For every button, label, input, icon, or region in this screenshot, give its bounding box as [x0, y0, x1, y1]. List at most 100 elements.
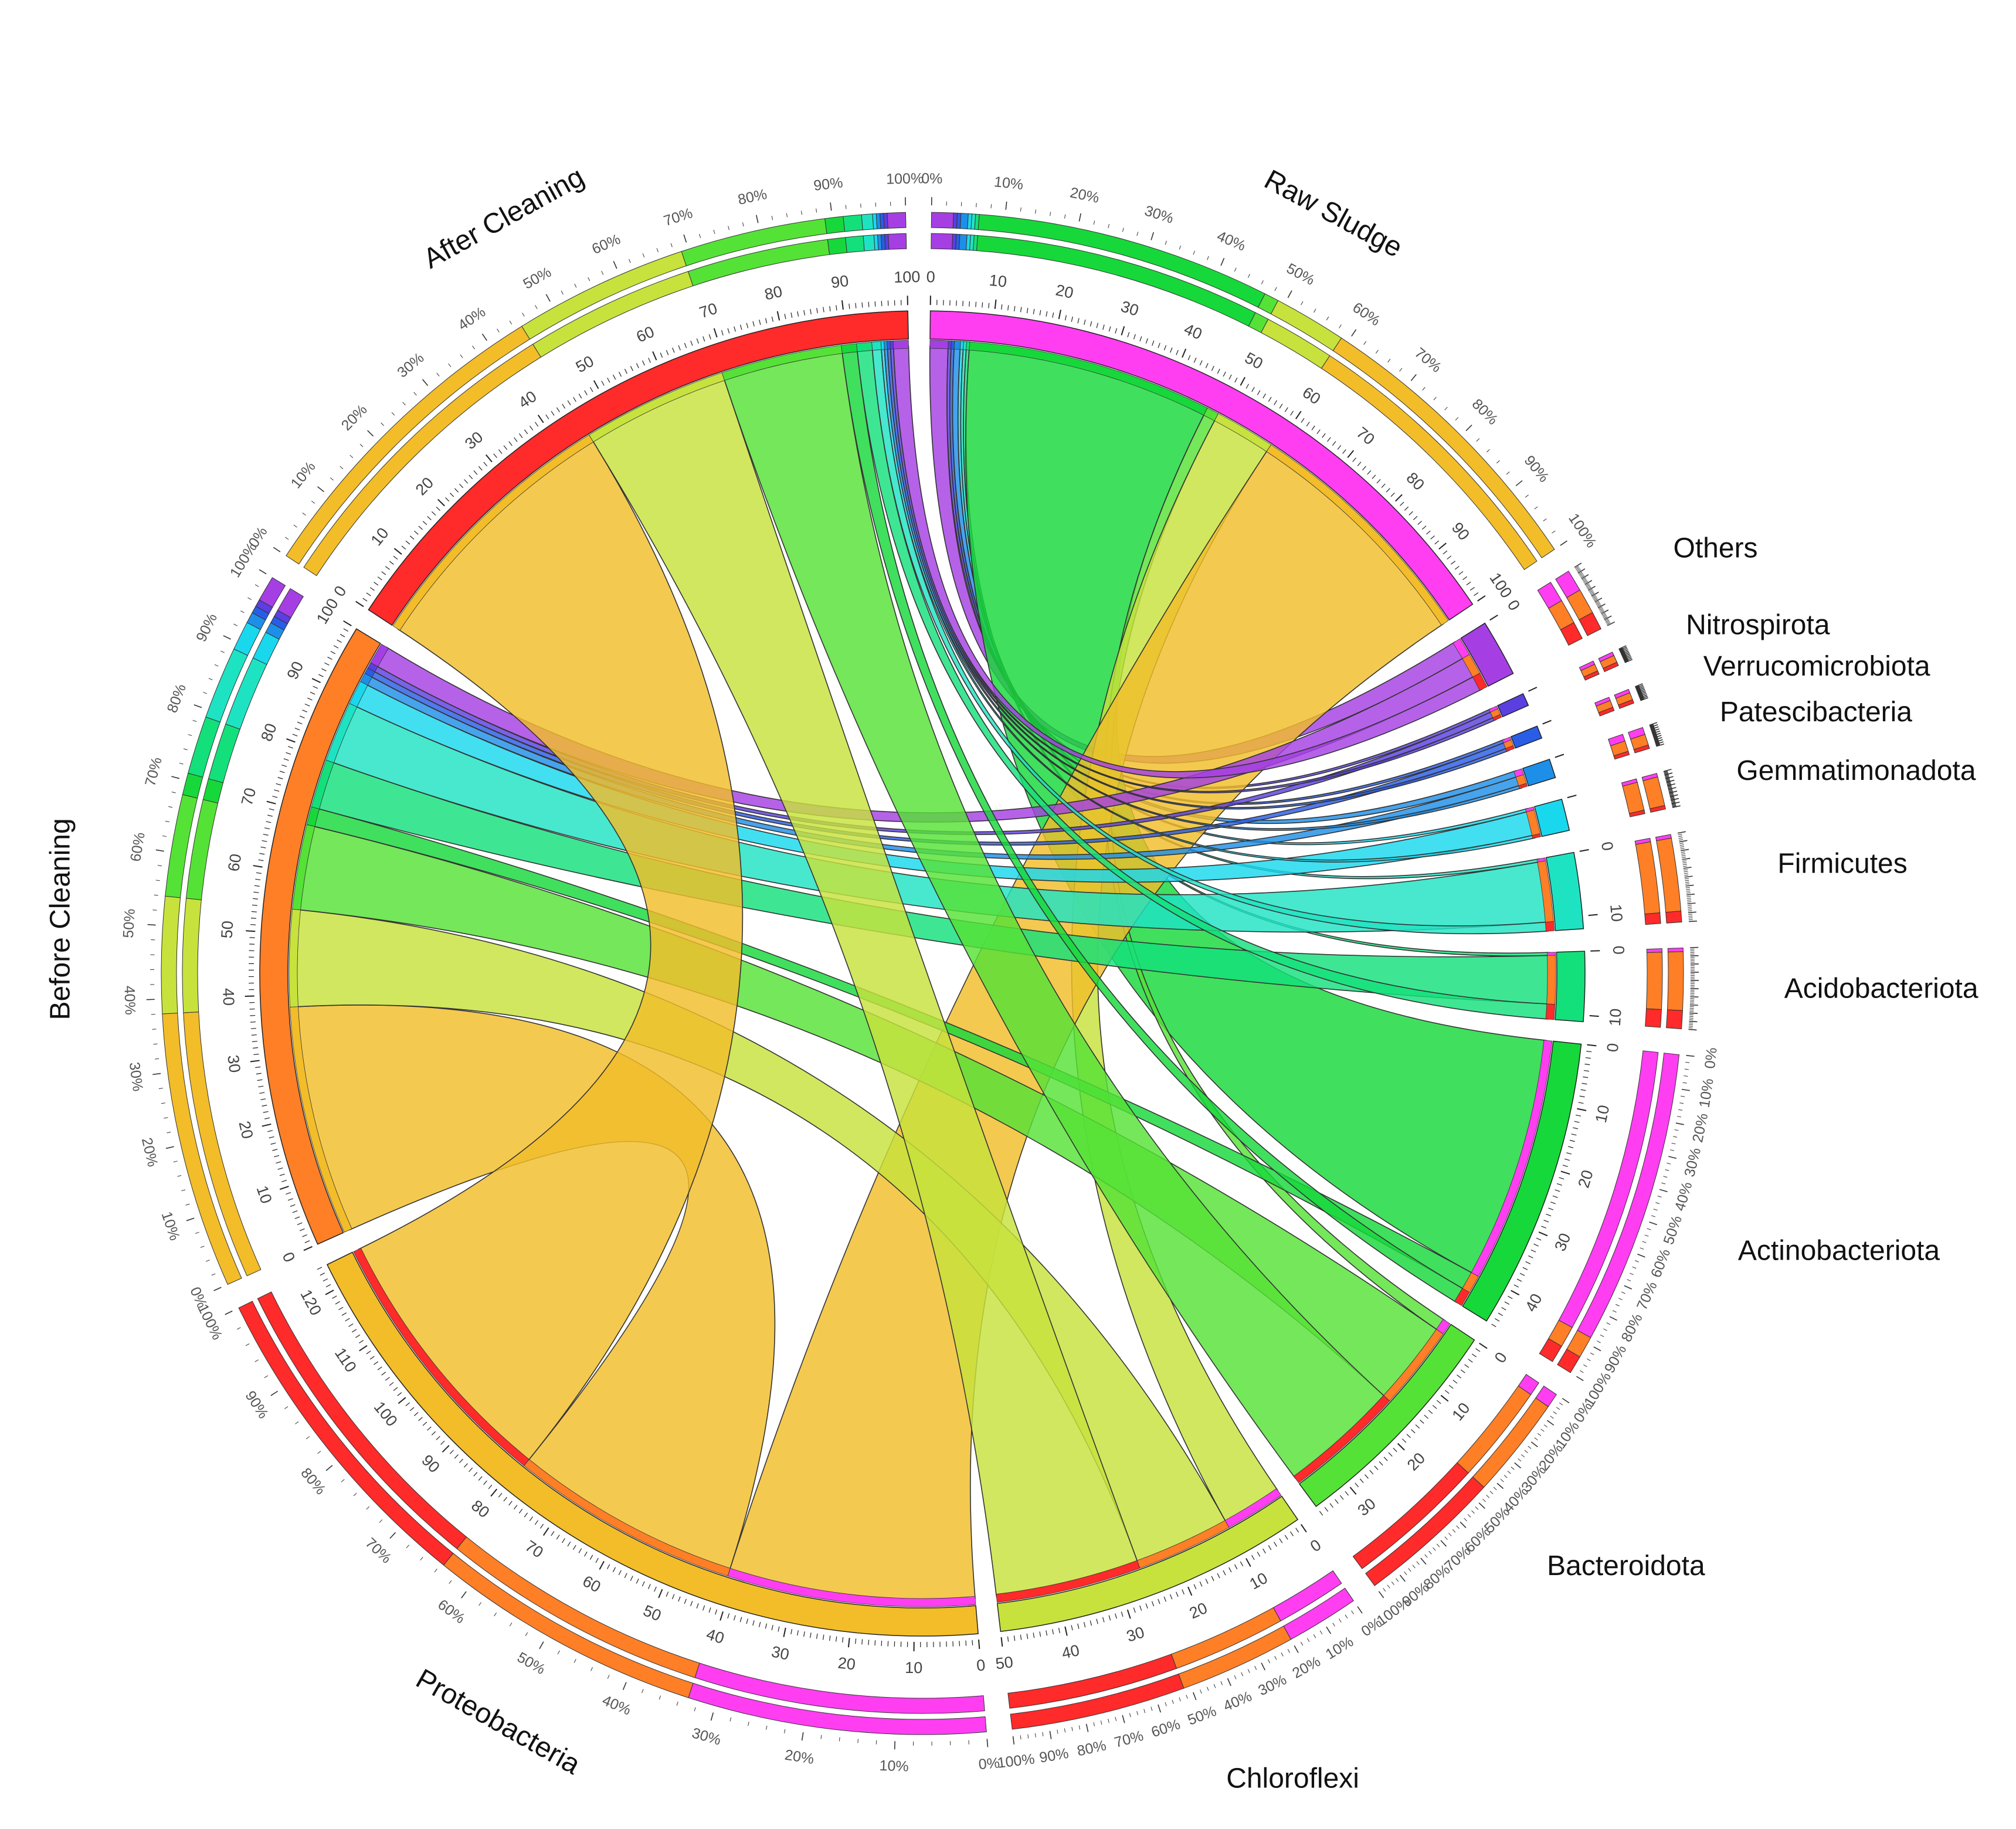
tick-before-cleaning — [262, 840, 267, 842]
tick-raw-sludge — [1342, 449, 1346, 454]
tick-after-cleaning — [721, 330, 724, 335]
tick-actinobacteriota — [1573, 1127, 1579, 1129]
tick-after-cleaning — [436, 506, 440, 511]
pct-tick-actinobacteriota — [1597, 1341, 1601, 1343]
pct-tick-after-cleaning — [613, 260, 617, 269]
pct-tick-patescibacteria — [1652, 732, 1657, 735]
pct-tick-before-cleaning — [168, 806, 173, 808]
tick-label-after-cleaning: 30 — [461, 428, 486, 453]
arc-acidobacteriota[interactable] — [1555, 951, 1586, 1023]
pct-tick-patescibacteria — [1655, 744, 1660, 746]
pct-tick-verrucomicrobiota — [1638, 693, 1642, 696]
tick-bacteroidota — [1355, 1482, 1359, 1488]
tick-before-cleaning — [258, 1085, 264, 1088]
tick-before-cleaning — [253, 865, 263, 868]
arc-patescibacteria[interactable] — [1522, 758, 1556, 787]
tick-after-cleaning — [759, 320, 761, 325]
pct-label-chloroflexi: 60% — [1149, 1716, 1182, 1740]
pct-tick-raw-sludge — [1314, 308, 1316, 313]
pct-tick-firmicutes — [1686, 888, 1691, 890]
pct-tick-actinobacteriota — [1685, 1061, 1690, 1063]
pct-tick-before-cleaning — [233, 623, 237, 626]
pct-tick-bacteroidota — [1467, 1514, 1471, 1518]
pct-tick-nitrospirota — [1622, 655, 1627, 658]
pct-tick-before-cleaning — [152, 910, 157, 911]
tick-after-cleaning — [601, 381, 605, 386]
pct-tick-chloroflexi — [1085, 1723, 1089, 1732]
tick-bacteroidota — [1460, 1369, 1465, 1373]
tick-after-cleaning — [366, 592, 371, 596]
arc-actinobacteriota[interactable] — [1462, 1040, 1582, 1322]
tick-after-cleaning — [437, 498, 445, 507]
pct-tick-proteobacteria — [366, 1506, 370, 1510]
pct-tick-nitrospirota — [1624, 657, 1633, 662]
pct-tick-gemmatimonadota — [1667, 785, 1672, 787]
tick-label-raw-sludge: 80 — [1403, 469, 1427, 494]
tick-after-cleaning — [431, 511, 436, 516]
arc-gemmatimonadota[interactable] — [1534, 798, 1570, 837]
arc-proteobacteria[interactable] — [326, 1251, 979, 1637]
pct-tick-firmicutes — [1688, 907, 1692, 908]
arc-chloroflexi[interactable] — [996, 1495, 1299, 1632]
pct-label-raw-sludge: 0% — [921, 170, 942, 186]
tick-after-cleaning — [739, 324, 742, 330]
comp-inner-bacteroidota-after-cleaning — [1352, 1462, 1469, 1569]
comp-outer-gemmatimonadota-before-cleaning — [1642, 776, 1665, 809]
pct-tick-others — [1591, 592, 1599, 597]
arc-verrucomicrobiota[interactable] — [1510, 725, 1543, 749]
tick-before-cleaning — [276, 783, 281, 786]
pct-tick-firmicutes — [1684, 873, 1688, 874]
tick-raw-sludge — [1430, 535, 1435, 539]
tick-actinobacteriota — [1533, 1243, 1539, 1247]
comp-inner-after-cleaning-acidobacteriota — [845, 235, 865, 253]
tick-proteobacteria — [861, 1639, 863, 1645]
pct-tick-gemmatimonadota — [1669, 793, 1674, 795]
arc-raw-sludge[interactable] — [929, 310, 1474, 621]
tick-before-cleaning — [269, 808, 274, 810]
tick-proteobacteria — [393, 1387, 398, 1392]
pct-tick-gemmatimonadota — [1665, 778, 1670, 780]
pct-tick-chloroflexi — [1158, 1704, 1162, 1713]
arc-nitrospirota[interactable] — [1496, 693, 1529, 718]
tick-proteobacteria — [847, 1638, 850, 1648]
pct-tick-others — [1595, 600, 1600, 604]
tick-after-cleaning — [678, 345, 681, 351]
arc-after-cleaning[interactable] — [368, 310, 909, 626]
tick-bacteroidota — [1428, 1410, 1433, 1414]
pct-tick-actinobacteriota — [1612, 1310, 1617, 1313]
arc-bacteroidota[interactable] — [1298, 1324, 1475, 1507]
pct-tick-before-cleaning — [188, 734, 192, 737]
tick-proteobacteria — [377, 1366, 382, 1370]
pct-tick-chloroflexi — [1027, 1734, 1029, 1739]
pct-tick-others — [1581, 574, 1589, 579]
arc-before-cleaning[interactable] — [259, 628, 381, 1245]
tick-raw-sludge — [1447, 555, 1452, 560]
tick-chloroflexi — [1096, 1618, 1098, 1624]
tick-label-chloroflexi: 20 — [1187, 1599, 1210, 1622]
pct-tick-after-cleaning — [413, 392, 417, 396]
tick-chloroflexi — [1289, 1531, 1294, 1536]
comp-outer-chloroflexi-after-cleaning — [1010, 1673, 1185, 1730]
tick-before-cleaning — [250, 1021, 256, 1023]
tick-before-cleaning — [337, 639, 342, 643]
tick-label-raw-sludge: 70 — [1353, 423, 1378, 448]
tick-before-cleaning — [286, 738, 296, 743]
pct-tick-verrucomicrobiota — [1640, 697, 1648, 701]
tick-label-acidobacteriota: 10 — [1606, 1008, 1625, 1027]
pct-tick-gemmatimonadota — [1670, 798, 1675, 799]
tick-verrucomicrobiota — [1542, 720, 1552, 725]
arc-others[interactable] — [1460, 622, 1514, 687]
comp-outer-proteobacteria-after-cleaning — [238, 1301, 454, 1566]
tick-after-cleaning — [401, 545, 406, 550]
pct-tick-actinobacteriota — [1640, 1247, 1644, 1250]
pct-label-after-cleaning: 80% — [737, 186, 769, 208]
pct-tick-others — [1574, 566, 1579, 569]
tick-proteobacteria — [618, 1570, 622, 1576]
pct-tick-firmicutes — [1688, 920, 1698, 922]
pct-tick-raw-sludge — [1351, 329, 1357, 337]
tick-after-cleaning — [377, 576, 382, 581]
pct-tick-nitrospirota — [1623, 657, 1627, 660]
pct-tick-nitrospirota — [1624, 660, 1629, 663]
pct-tick-verrucomicrobiota — [1635, 686, 1644, 690]
arc-firmicutes[interactable] — [1545, 851, 1584, 931]
